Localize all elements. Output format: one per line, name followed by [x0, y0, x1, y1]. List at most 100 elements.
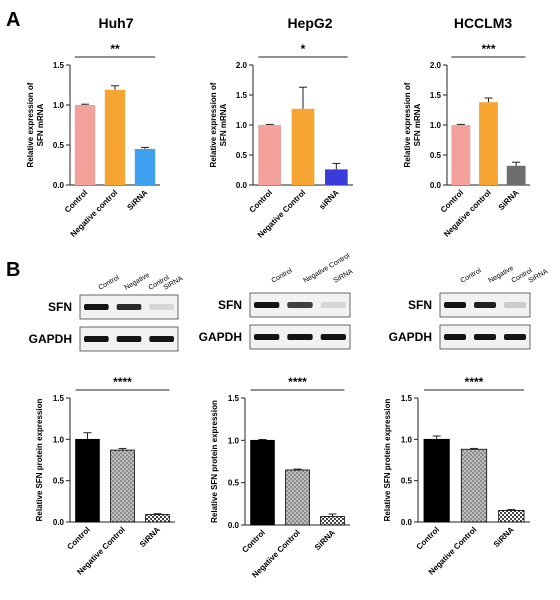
- bar-1: [451, 125, 471, 185]
- blot-band: [504, 302, 526, 308]
- y-axis-label: Relative expression ofSFN mRNA: [209, 82, 228, 167]
- blot-row-label: SFN: [408, 298, 432, 312]
- y-axis-label: Relative SFN protein expression: [210, 400, 219, 523]
- bar-3: [498, 510, 525, 523]
- blot-band: [287, 334, 313, 340]
- y-tick-label: 0.5: [53, 477, 65, 486]
- blot-band: [320, 334, 346, 340]
- blot-lane-label: Control: [460, 267, 483, 285]
- y-tick-label: 2.0: [430, 61, 442, 70]
- chart-4: 0.0 0.5 1.0 1.5 Relative SFN protein express…: [35, 375, 175, 577]
- blots-layer: Control NegativeControlSiRNASFNGAPDHContr…: [29, 252, 549, 352]
- blot-band: [474, 334, 496, 340]
- blot-band: [320, 302, 346, 308]
- blot-band: [116, 304, 142, 310]
- blot-lane-label: Control: [98, 274, 121, 292]
- bar-2: [110, 449, 135, 523]
- bar-1: [258, 125, 281, 185]
- blot-lane-label: Control: [271, 267, 294, 285]
- y-tick-label: 1.0: [401, 435, 413, 444]
- significance-label: *: [301, 42, 306, 56]
- y-tick-label: 0.0: [401, 518, 413, 527]
- blot-band: [254, 302, 280, 308]
- blot-band: [444, 334, 466, 340]
- blot-band: [474, 302, 496, 308]
- blot-row-label: SFN: [218, 298, 242, 312]
- blot-band: [254, 334, 280, 340]
- bar-2: [460, 448, 488, 523]
- blot-band: [287, 302, 313, 308]
- bar-3: [506, 165, 526, 185]
- significance-label: ****: [113, 375, 132, 389]
- y-tick-label: 1.5: [228, 394, 240, 403]
- y-tick-label: 1.5: [401, 394, 413, 403]
- blot-lane-label: Negative: [488, 265, 516, 285]
- bar-3: [145, 514, 170, 523]
- bar-1: [423, 438, 450, 523]
- y-tick-label: 2.0: [236, 61, 248, 70]
- y-tick-label: 0.0: [228, 521, 240, 530]
- y-tick-label: 0.0: [53, 518, 65, 527]
- y-axis-label: Relative SFN protein expression: [383, 399, 392, 522]
- category-label-3: siRNA: [317, 188, 340, 211]
- panel-letter-b: B: [6, 259, 20, 281]
- y-axis-label: Relative expression ofSFN mRNA: [26, 82, 45, 167]
- blot-band: [149, 304, 174, 310]
- bar-3: [320, 516, 345, 526]
- blot-band: [84, 336, 109, 342]
- y-tick-label: 1.0: [430, 121, 442, 130]
- y-axis-label: Relative expression ofSFN mRNA: [403, 82, 422, 167]
- y-tick-label: 0.0: [236, 181, 248, 190]
- significance-label: **: [110, 42, 120, 56]
- significance-label: ***: [481, 42, 495, 56]
- blot-row-label: SFN: [48, 300, 72, 314]
- y-tick-label: 0.5: [430, 151, 442, 160]
- bar-1: [74, 105, 96, 185]
- blot-band: [444, 302, 466, 308]
- y-tick-label: 0.5: [401, 477, 413, 486]
- bar-2: [291, 108, 315, 185]
- y-tick-label: 1.0: [53, 101, 65, 110]
- blot-lane-label: Negative: [124, 272, 152, 292]
- bar-2: [285, 469, 310, 526]
- category-label-1: Control: [248, 188, 274, 214]
- chart-title: HepG2: [287, 15, 332, 31]
- bar-2: [479, 102, 498, 185]
- blot-band: [116, 336, 142, 342]
- chart-title: Huh7: [99, 15, 134, 31]
- bar-2: [104, 89, 126, 185]
- category-label-2: Negative control: [442, 188, 493, 239]
- chart-6: 0.0 0.5 1.0 1.5 Relative SFN protein express…: [383, 375, 530, 577]
- category-label-1: Control: [63, 188, 89, 214]
- chart-1: Huh7 0.0 0.5 1.0 1.5 Relative expression ofSF…: [26, 15, 160, 239]
- bar-3: [134, 149, 156, 185]
- y-tick-label: 1.0: [236, 121, 248, 130]
- bar-3: [325, 169, 348, 185]
- blot-band: [84, 304, 109, 310]
- chart-5: 0.0 0.5 1.0 1.5 Relative SFN protein express…: [210, 375, 350, 580]
- significance-label: ****: [465, 375, 484, 389]
- significance-label: ****: [288, 375, 307, 389]
- y-tick-label: 0.0: [53, 181, 65, 190]
- category-label-1: Control: [415, 525, 441, 551]
- blot-lane-label: SiRNA: [333, 268, 355, 285]
- blot-band: [149, 336, 174, 342]
- blot-row-label: GAPDH: [199, 330, 242, 344]
- bar-1: [75, 438, 100, 523]
- y-tick-label: 0.5: [53, 141, 65, 150]
- blot-band: [504, 334, 526, 340]
- category-label-3: SiRNA: [492, 525, 516, 549]
- y-tick-label: 1.0: [53, 435, 65, 444]
- y-axis-label: Relative SFN protein expression: [35, 399, 44, 522]
- panel-letter-a: A: [6, 9, 20, 31]
- y-tick-label: 1.5: [430, 91, 442, 100]
- chart-title: HCCLM3: [454, 15, 513, 31]
- category-label-1: Control: [240, 528, 266, 554]
- y-tick-label: 0.0: [430, 181, 442, 190]
- y-tick-label: 1.5: [236, 91, 248, 100]
- y-tick-label: 0.5: [236, 151, 248, 160]
